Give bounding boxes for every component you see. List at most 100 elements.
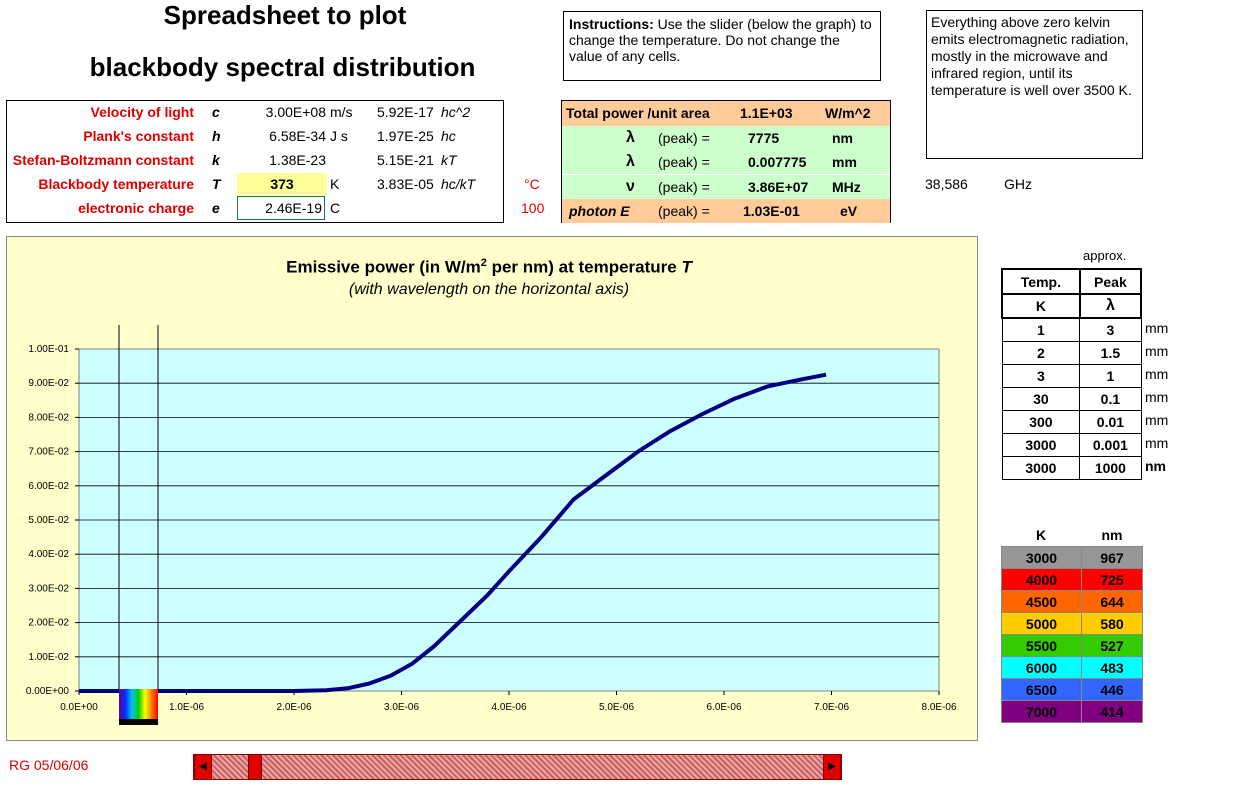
temperature-input[interactable]: 373: [237, 173, 327, 195]
peak-table-row: 30 0.1: [1001, 386, 1142, 411]
peak-lambda-cell: 0.1: [1079, 386, 1142, 411]
peak-symbol: λ: [626, 129, 635, 146]
derived-label: kT: [441, 152, 457, 168]
y-tick-label: 7.00E-02: [28, 447, 69, 458]
approx-label: approx.: [1083, 248, 1127, 263]
peak-header-temp: Temp.: [1001, 268, 1081, 295]
x-tick-label: 6.0E-06: [706, 702, 741, 713]
color-header-k: K: [1035, 527, 1047, 543]
y-tick-label: 1.00E-02: [28, 652, 69, 663]
peak-unit-label: mm: [1145, 343, 1169, 359]
total-power-value[interactable]: 1.1E+03: [740, 105, 793, 121]
derived-value: 5.92E-17: [377, 104, 434, 120]
peak-label: (peak) =: [658, 130, 710, 146]
instructions-label: Instructions:: [569, 16, 654, 32]
color-header-nm: nm: [1101, 527, 1123, 543]
constant-symbol: k: [212, 152, 220, 168]
peak-temp-cell: 3000: [1001, 455, 1081, 480]
charge-cell[interactable]: 2.46E-19: [237, 196, 325, 220]
peak-unit: MHz: [832, 178, 861, 195]
peak-unit-label: nm: [1145, 458, 1166, 474]
y-tick-label: 9.00E-02: [28, 378, 69, 389]
x-tick-label: 1.0E-06: [169, 702, 204, 713]
y-tick-label: 2.00E-02: [28, 618, 69, 629]
peak-lambda-cell: 1000: [1079, 455, 1142, 480]
x-tick-label: 8.0E-06: [921, 702, 956, 713]
peak-header-peak: Peak: [1078, 268, 1143, 295]
color-table-row: 5500 527: [1001, 634, 1143, 657]
peak-value[interactable]: 7775: [748, 130, 780, 146]
color-nm-cell: 580: [1081, 612, 1143, 635]
instructions-box: Instructions: Use the slider (below the …: [563, 11, 881, 81]
color-nm-cell: 644: [1081, 590, 1143, 613]
color-temp-cell: 3000: [1001, 546, 1082, 569]
y-tick-label: 1.00E-01: [28, 344, 69, 355]
slider-right-arrow[interactable]: ▶: [823, 754, 841, 780]
constant-name: Stefan-Boltzmann constant: [12, 152, 194, 168]
color-temp-cell: 6500: [1001, 678, 1082, 701]
title-line-2: blackbody spectral distribution: [89, 52, 476, 82]
peak-unit-label: mm: [1145, 389, 1169, 405]
peak-unit-label: mm: [1145, 366, 1169, 382]
color-table-row: 7000 414: [1001, 700, 1143, 723]
constant-symbol: T: [212, 176, 221, 192]
x-tick-label: 0.0E+00: [60, 702, 98, 713]
peak-value[interactable]: 0.007775: [748, 154, 807, 171]
color-temp-cell: 4000: [1001, 568, 1082, 591]
temperature-slider[interactable]: ◀ ▶: [193, 754, 842, 780]
peak-lambda-cell: 1.5: [1079, 340, 1142, 365]
constant-unit: K: [330, 176, 340, 192]
peak-table-row: 300 0.01: [1001, 409, 1142, 434]
color-table-row: 4000 725: [1001, 568, 1143, 591]
slider-thumb[interactable]: [247, 754, 262, 780]
y-tick-label: 4.00E-02: [28, 549, 69, 560]
constants-box: [6, 100, 504, 223]
title-line-1: Spreadsheet to plot: [163, 0, 407, 30]
total-power-row: Total power /unit area 1.1E+03 W/m^2: [562, 101, 890, 126]
peak-value[interactable]: 3.86E+07: [748, 178, 809, 195]
peak-header-unit-lambda: λ: [1078, 293, 1143, 319]
color-nm-cell: 446: [1081, 678, 1143, 701]
constant-value: 3.00E+08: [265, 104, 326, 120]
derived-value: 3.83E-05: [377, 176, 434, 192]
constant-name: Velocity of light: [90, 104, 194, 120]
photon-value[interactable]: 1.03E-01: [743, 203, 800, 219]
celsius-value[interactable]: 100: [521, 200, 545, 216]
peak-temp-cell: 3000: [1001, 432, 1081, 457]
constant-unit: m/s: [330, 104, 353, 120]
x-tick-label: 7.0E-06: [814, 702, 849, 713]
constant-symbol: e: [212, 200, 220, 216]
peak-table-row: 3000 1000: [1001, 455, 1142, 480]
peak-result-row: ν (peak) = 3.86E+07 MHz: [562, 174, 890, 199]
color-nm-cell: 414: [1081, 700, 1143, 723]
constant-value: 6.58E-34: [269, 128, 326, 144]
constant-unit: J s: [330, 128, 348, 144]
chart-title-rest: per nm) at temperature: [486, 257, 682, 277]
peak-symbol: λ: [626, 153, 635, 171]
slider-left-arrow[interactable]: ◀: [194, 754, 212, 780]
photon-peak-label: (peak) =: [658, 203, 710, 219]
peak-symbol: ν: [626, 177, 635, 195]
y-tick-label: 5.00E-02: [28, 515, 69, 526]
peak-temp-cell: 30: [1001, 386, 1081, 411]
instructions-text: Use the slider (below the graph) to chan…: [569, 16, 872, 64]
chart-title-main: Emissive power (in W/m: [286, 257, 481, 277]
peak-result-row: λ (peak) = 7775 nm: [562, 126, 890, 150]
color-table-row: 6500 446: [1001, 678, 1143, 701]
derived-value: 1.97E-25: [377, 128, 434, 144]
peak-lambda-cell: 1: [1079, 363, 1142, 388]
color-table-row: 6000 483: [1001, 656, 1143, 679]
color-temp-cell: 4500: [1001, 590, 1082, 613]
color-nm-cell: 483: [1081, 656, 1143, 679]
constant-name: Blackbody temperature: [38, 176, 194, 192]
series-line: [79, 372, 827, 693]
y-tick-label: 6.00E-02: [28, 481, 69, 492]
constant-unit: C: [330, 200, 341, 216]
peak-lambda-cell: 0.01: [1079, 409, 1142, 434]
total-power-unit: W/m^2: [825, 105, 871, 121]
peak-label: (peak) =: [658, 154, 710, 171]
color-table-row: 3000 967: [1001, 546, 1143, 569]
derived-value: 5.15E-21: [377, 152, 434, 168]
